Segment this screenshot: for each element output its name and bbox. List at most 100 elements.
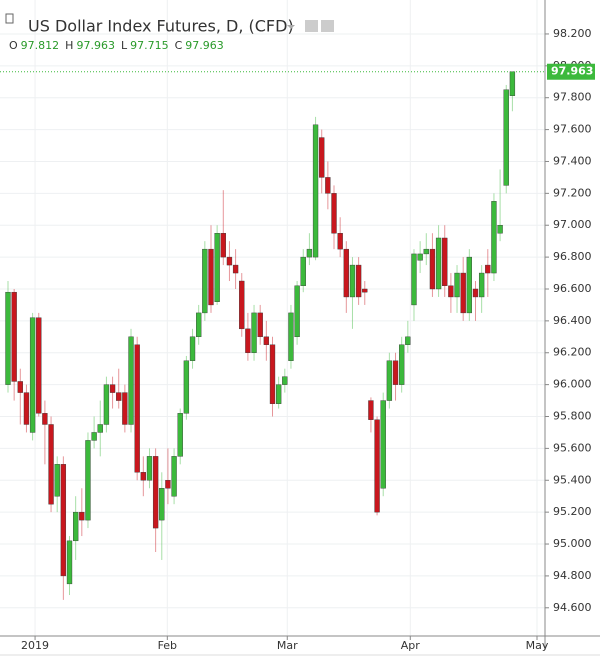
candle-body [232,264,239,274]
ohlc-key: O [9,39,18,52]
candle-body [60,464,67,577]
candle-body [85,440,91,521]
candle-body [245,328,251,353]
candle-body [17,381,23,393]
ohlc-key: H [65,39,73,52]
candle-body [202,248,208,314]
y-tick-label: 97.800 [553,91,592,104]
x-tick-label: May [526,639,549,652]
candle-body [91,432,97,441]
candle-body [116,392,122,401]
settings-icon[interactable] [305,20,318,32]
candle-body [429,248,436,290]
candle-body [146,456,153,481]
candle-body [251,312,257,353]
axes: 94.600 94.800 95.000 95.200 95.400 95.600 95.8… [0,27,595,652]
candle-body [497,225,503,234]
candle-body [177,413,183,457]
y-tick-label: 95.600 [553,441,592,454]
candle-body [300,256,306,287]
candle-body [23,392,30,425]
candle-body [362,288,368,293]
ohlc-value: 97.963 [185,39,224,52]
candle-body [405,336,411,345]
candle-body [36,317,42,414]
candle-body [319,137,325,178]
candle-body [183,360,190,414]
candle-body [294,285,300,338]
x-tick-label: 2019 [21,639,49,652]
candle-body [448,285,454,298]
candle-body [454,272,460,298]
candle-body [472,288,479,298]
ohlc-value: 97.963 [76,39,115,52]
candle-body [97,424,103,433]
candle-body [509,71,516,96]
candle-body [79,511,85,521]
y-tick-label: 97.400 [553,154,592,167]
y-tick-label: 95.200 [553,505,592,518]
candle-body [355,264,362,298]
ohlc-key: C [175,39,183,52]
candle-body [331,193,337,234]
y-tick-label: 97.600 [553,123,592,136]
grid [0,0,545,636]
candle-body [134,344,140,473]
y-tick-label: 95.400 [553,473,592,486]
candle-body [478,272,485,298]
ohlc-header: O 97.812 H 97.963 L 97.715 C 97.963 [9,39,224,52]
candle-body [368,400,374,420]
candle-body [466,256,473,314]
y-tick-label: 97.200 [553,186,592,199]
candle-body [72,511,79,542]
candle-body [48,424,54,505]
candle-body [380,400,386,489]
candle-body [165,480,171,489]
last-price-label: 97.963 [551,65,593,78]
candle-body [103,384,110,425]
candle-body [128,336,134,425]
candle-body [152,456,159,529]
candle-body [325,177,331,194]
last-price-box [547,63,595,80]
y-tick-label: 95.800 [553,410,592,423]
candle-body [485,264,491,274]
candle-body [263,336,270,345]
candle-body [435,237,442,290]
ohlc-key: L [121,39,128,52]
candles [5,71,516,600]
candle-body [423,248,429,255]
y-tick-label: 94.600 [553,601,592,614]
ohlc-value: 97.812 [21,39,60,52]
candle-body [343,248,349,298]
x-tick-label: Feb [158,639,177,652]
y-tick-label: 97.000 [553,218,592,231]
y-tick-label: 96.000 [553,378,592,391]
candle-body [503,89,509,186]
candle-body [239,280,245,330]
y-tick-label: 95.000 [553,537,592,550]
candle-body [171,456,177,497]
candle-body [349,264,356,298]
candle-body [220,232,226,258]
candle-body [337,232,343,250]
dropdown-icon[interactable] [287,25,295,29]
y-tick-label: 96.200 [553,346,592,359]
candle-body [374,419,380,513]
x-tick-label: Mar [277,639,298,652]
candle-body [214,232,220,302]
candle-body [275,384,282,404]
candle-body [54,464,60,497]
chart-title: US Dollar Index Futures, D, (CFD) [28,17,294,36]
candle-body [159,488,165,521]
collapse-icon[interactable] [5,13,14,24]
candle-body [460,272,466,314]
candle-body [29,317,36,433]
candle-body [417,253,423,261]
settings-icon[interactable] [321,20,334,32]
y-tick-label: 98.200 [553,27,592,40]
candle-body [491,201,497,274]
candle-body [386,360,393,401]
candle-body [11,291,17,382]
